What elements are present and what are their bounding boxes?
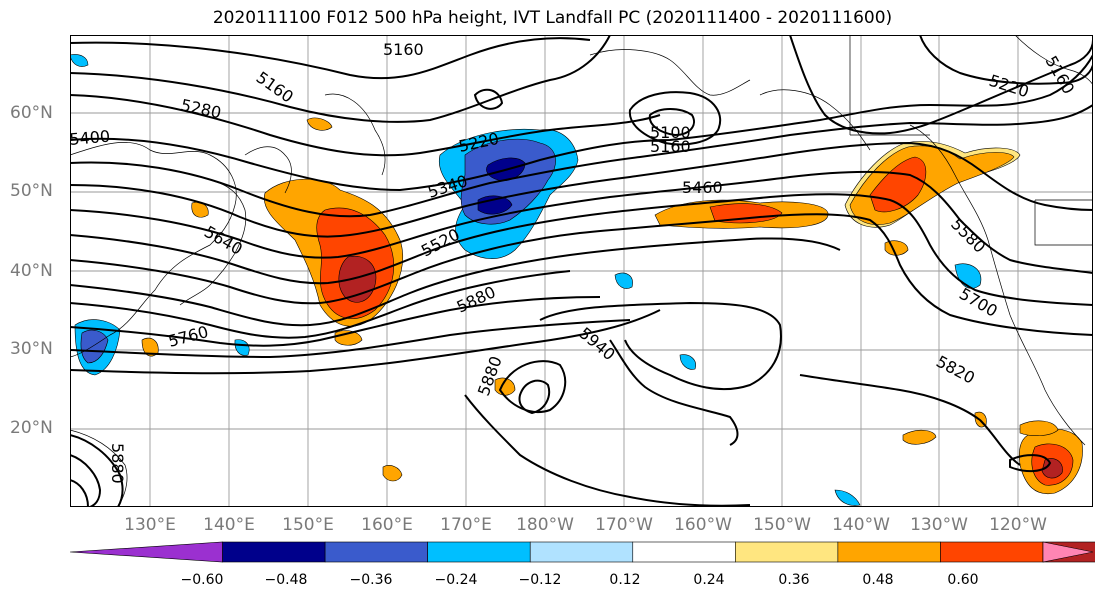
colorbar-cell [940,541,1044,563]
contour-label: 5940 [575,324,618,365]
colorbar-cell [70,541,223,563]
contour-label: 5640 [201,222,246,259]
colorbar-cell [324,541,428,563]
contour-label: 5160 [650,137,691,156]
colorbar-cell [1042,541,1094,563]
lon-label-170w: 170°W [595,515,653,535]
lat-label-60: 60°N [10,103,53,123]
ivt-positive-shading [141,117,1083,495]
lon-label-130e: 130°E [124,515,176,535]
colorbar-cell [837,541,941,563]
contour-label: 5160 [253,68,297,107]
colorbar-tick-label: −0.12 [518,572,562,588]
lat-label-40: 40°N [10,261,53,281]
lon-label-180w: 180°W [516,515,574,535]
colorbar-tick-label: 0.48 [862,572,894,588]
contour-label: 5820 [933,352,978,388]
contour-labels: 5160 5160 5220 5280 5400 5100 5160 5220 … [70,40,1078,484]
lon-label-130w: 130°W [910,515,968,535]
colorbar-tick-label: 0.24 [693,572,725,588]
contour-label: 5580 [947,214,989,256]
contour-label: 5400 [70,127,111,149]
colorbar-tick-label: −0.60 [180,572,224,588]
map-title: 2020111100 F012 500 hPa height, IVT Land… [212,8,893,28]
contour-label: 5760 [166,322,210,351]
colorbar-cell [735,541,839,563]
lat-label-20: 20°N [10,418,53,438]
lon-label-150e: 150°E [282,515,334,535]
colorbar-tick-label: −0.36 [349,572,393,588]
map-frame [70,35,1093,507]
coastlines [70,35,1093,507]
colorbar-tick-label: 0.36 [778,572,810,588]
colorbar-cell [427,541,531,563]
lat-label-50: 50°N [10,181,53,201]
colorbar-cell [632,541,736,563]
height-contours [70,35,1093,507]
contour-label: 5700 [956,284,1001,321]
lon-label-140w: 140°W [832,515,890,535]
contour-label: 5100 [650,123,691,142]
colorbar-tick-label: 0.12 [609,572,641,588]
contour-label: 5460 [682,178,723,197]
colorbar-cell [529,541,634,563]
lat-label-30: 30°N [10,339,53,359]
colorbar-tick-label: −0.24 [434,572,478,588]
contour-label: 5880 [454,282,499,316]
lon-label-140e: 140°E [203,515,255,535]
lon-label-150w: 150°W [753,515,811,535]
colorbar-cell [222,541,326,563]
lon-label-160w: 160°W [674,515,732,535]
ivt-negative-shading [70,54,982,506]
contour-label: 5280 [179,95,223,122]
colorbar-tick-label: −0.48 [264,572,308,588]
lon-label-160e: 160°E [361,515,413,535]
lon-label-170e: 170°E [440,515,492,535]
lon-label-120w: 120°W [989,515,1047,535]
map-panel: 5160 5160 5220 5280 5400 5100 5160 5220 … [70,35,1093,507]
colorbar [70,541,1095,563]
colorbar-tick-label: 0.60 [947,572,979,588]
contour-label: 5880 [108,443,127,484]
contour-label: 5160 [383,40,424,59]
